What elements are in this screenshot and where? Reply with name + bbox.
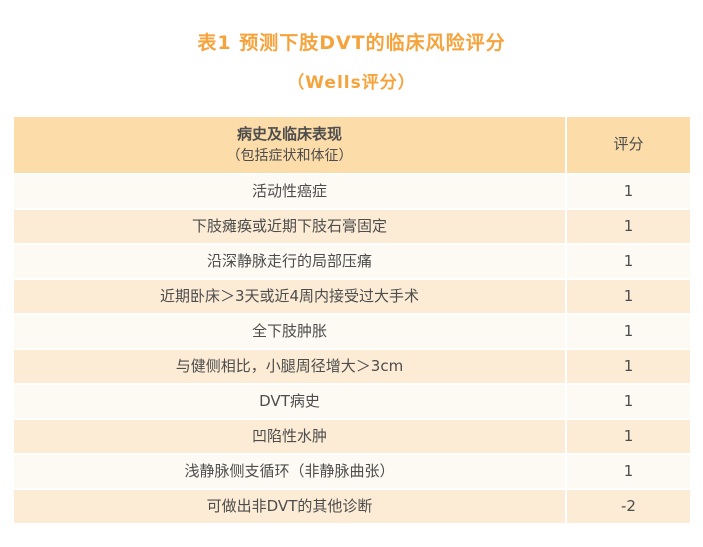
- table-row: 凹陷性水肿 1: [14, 420, 690, 453]
- row-score: 1: [567, 210, 690, 243]
- table-row: 全下肢肿胀 1: [14, 315, 690, 348]
- header-col-history-line2: （包括症状和体征）: [226, 147, 353, 164]
- row-score: 1: [567, 315, 690, 348]
- table-row: 浅静脉侧支循环（非静脉曲张） 1: [14, 455, 690, 488]
- table-row: DVT病史 1: [14, 385, 690, 418]
- row-label: 可做出非DVT的其他诊断: [14, 490, 565, 523]
- row-score: 1: [567, 175, 690, 208]
- table-row: 近期卧床＞3天或近4周内接受过大手术 1: [14, 280, 690, 313]
- wells-score-table: 病史及临床表现 （包括症状和体征） 评分 活动性癌症 1 下肢瘫痪或近期下肢石膏…: [14, 117, 690, 523]
- row-score: 1: [567, 280, 690, 313]
- row-score: 1: [567, 385, 690, 418]
- header-col-history-line1: 病史及临床表现: [236, 124, 342, 143]
- table-row: 下肢瘫痪或近期下肢石膏固定 1: [14, 210, 690, 243]
- row-score: 1: [567, 245, 690, 278]
- row-score: 1: [567, 455, 690, 488]
- row-label: 下肢瘫痪或近期下肢石膏固定: [14, 210, 565, 243]
- row-label: DVT病史: [14, 385, 565, 418]
- table-header-row: 病史及临床表现 （包括症状和体征） 评分: [14, 117, 690, 173]
- row-score: 1: [567, 420, 690, 453]
- row-score: -2: [567, 490, 690, 523]
- row-label: 近期卧床＞3天或近4周内接受过大手术: [14, 280, 565, 313]
- header-col-score: 评分: [567, 117, 690, 173]
- row-label: 全下肢肿胀: [14, 315, 565, 348]
- row-label: 沿深静脉走行的局部压痛: [14, 245, 565, 278]
- table-row: 沿深静脉走行的局部压痛 1: [14, 245, 690, 278]
- table-row: 可做出非DVT的其他诊断 -2: [14, 490, 690, 523]
- row-label: 浅静脉侧支循环（非静脉曲张）: [14, 455, 565, 488]
- row-label: 活动性癌症: [14, 175, 565, 208]
- table-row: 与健侧相比，小腿周径增大＞3cm 1: [14, 350, 690, 383]
- row-score: 1: [567, 350, 690, 383]
- table-subtitle: （Wells评分）: [287, 73, 416, 93]
- row-label: 凹陷性水肿: [14, 420, 565, 453]
- table-row: 活动性癌症 1: [14, 175, 690, 208]
- header-col-history: 病史及临床表现 （包括症状和体征）: [14, 117, 565, 173]
- table-title: 表1 预测下肢DVT的临床风险评分: [197, 32, 506, 54]
- row-label: 与健侧相比，小腿周径增大＞3cm: [14, 350, 565, 383]
